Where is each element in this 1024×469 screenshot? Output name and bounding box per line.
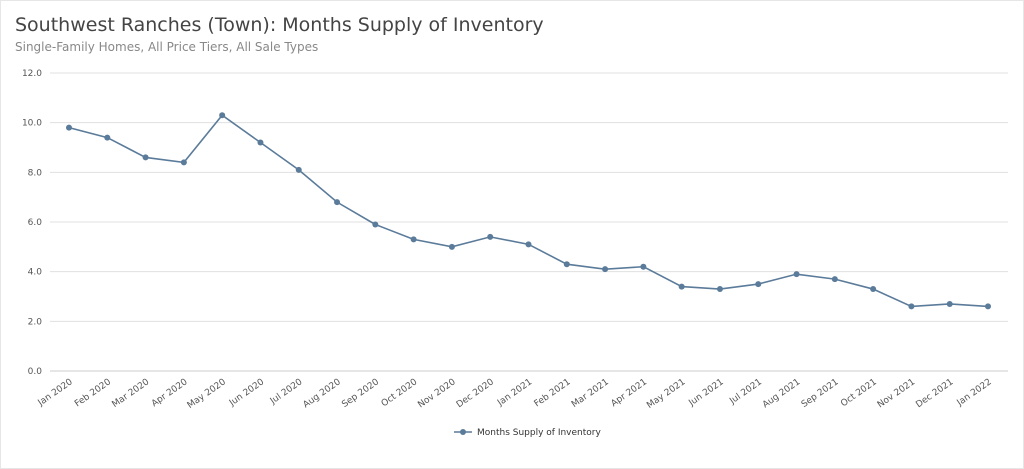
data-point (372, 221, 379, 228)
data-point (602, 266, 609, 273)
data-point (563, 261, 570, 268)
x-tick-label: Jan 2022 (955, 377, 994, 409)
x-tick-label: Jan 2020 (36, 377, 75, 409)
data-point (716, 286, 723, 293)
data-point (257, 139, 264, 146)
data-point (180, 159, 187, 166)
x-tick-label: Nov 2021 (876, 377, 917, 410)
x-tick-label: Dec 2020 (455, 377, 496, 410)
data-point (219, 112, 226, 119)
data-point (487, 233, 494, 240)
x-tick-label: Jul 2020 (268, 377, 305, 407)
data-point (104, 134, 111, 141)
data-point (755, 281, 762, 288)
y-tick-label: 0.0 (28, 367, 43, 377)
x-tick-label: Oct 2021 (839, 377, 879, 409)
data-point (142, 154, 149, 161)
x-tick-label: Apr 2020 (150, 377, 190, 409)
data-point (985, 303, 991, 310)
x-tick-label: Sep 2021 (800, 377, 841, 410)
x-tick-label: Mar 2021 (570, 377, 611, 410)
x-tick-label: Feb 2020 (73, 377, 113, 409)
data-point (908, 303, 915, 310)
x-tick-label: Jun 2020 (227, 377, 266, 409)
x-tick-label: Jan 2021 (495, 377, 534, 409)
x-tick-label: Oct 2020 (380, 377, 420, 409)
x-tick-label: Jun 2021 (686, 377, 725, 409)
data-point (678, 283, 685, 290)
y-tick-label: 4.0 (28, 268, 43, 278)
data-point (946, 300, 953, 307)
x-tick-label: Nov 2020 (416, 377, 457, 410)
x-tick-label: Dec 2021 (914, 377, 955, 410)
x-tick-label: Apr 2021 (609, 377, 649, 409)
x-tick-label: Mar 2020 (111, 377, 152, 410)
chart-title: Southwest Ranches (Town): Months Supply … (15, 14, 544, 36)
data-point (448, 243, 455, 250)
x-tick-label: Sep 2020 (340, 377, 381, 410)
data-point (870, 286, 877, 293)
data-point (334, 199, 341, 206)
y-tick-label: 6.0 (28, 218, 43, 228)
chart-subtitle: Single-Family Homes, All Price Tiers, Al… (15, 40, 319, 54)
data-point (831, 276, 838, 283)
data-point (295, 166, 302, 173)
y-tick-label: 10.0 (22, 119, 42, 129)
legend-label[interactable]: Months Supply of Inventory (477, 428, 601, 438)
data-point (640, 263, 647, 270)
y-tick-label: 8.0 (28, 168, 43, 178)
x-tick-label: Feb 2021 (533, 377, 573, 409)
data-point (525, 241, 532, 248)
data-point (410, 236, 417, 243)
x-tick-label: May 2020 (186, 377, 228, 411)
legend-marker (460, 429, 466, 435)
x-tick-label: May 2021 (645, 377, 687, 411)
data-point (66, 124, 72, 131)
x-tick-label: Jul 2021 (727, 377, 764, 407)
y-tick-label: 12.0 (22, 69, 42, 79)
y-tick-label: 2.0 (28, 317, 43, 327)
series-line (68, 114, 989, 308)
x-tick-label: Aug 2020 (302, 377, 343, 410)
x-tick-label: Aug 2021 (761, 377, 802, 410)
data-point (793, 271, 800, 278)
